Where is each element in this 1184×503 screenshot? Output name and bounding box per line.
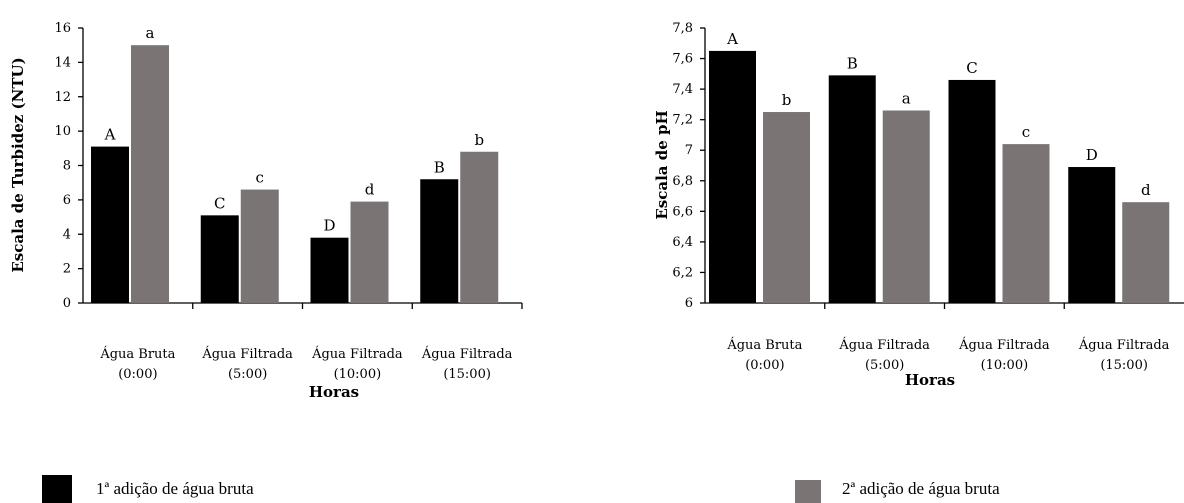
bar-series-2 (763, 112, 810, 304)
bar-series-2 (240, 189, 279, 303)
bar-series-1 (709, 50, 756, 303)
x-category-sublabel: (5:00) (865, 358, 904, 373)
turbidity-chart: 0 2 4 6 8 10 12 14 16 Aa Água Bruta (0:00) Cc Água Fi… (9, 21, 523, 401)
bar-series-2 (460, 151, 499, 303)
y-tick-label: 2 (63, 262, 71, 277)
bar-data-label: C (214, 194, 225, 212)
y-tick-label: 6,4 (672, 235, 693, 250)
x-category-label: Água Filtrada (201, 346, 293, 362)
x-category-label: Água Filtrada (421, 346, 513, 362)
bar-series-1 (828, 75, 876, 303)
y-tick-label: 4 (63, 227, 71, 242)
y-tick-label: 8 (63, 159, 71, 174)
bar-series-1 (1068, 167, 1116, 303)
bar-series-2 (1002, 144, 1050, 303)
bar-series-1 (91, 146, 129, 303)
x-category-label: Água Filtrada (311, 346, 403, 362)
x-category-sublabel: (15:00) (443, 367, 491, 382)
bar-data-label: A (104, 126, 116, 144)
bar-series-2 (131, 45, 169, 303)
x-category-label: Água Filtrada (958, 337, 1050, 353)
bar-series-2 (350, 201, 389, 303)
bar-data-label: B (434, 158, 445, 176)
y-tick-label: 7 (685, 143, 693, 158)
ph-chart: 6 6,2 6,4 6,6 6,8 7 7,2 7,4 7,6 7,8 Ab Água Bruta (0… (653, 21, 1184, 389)
legend: 1ª adição de água bruta 2ª adição de águ… (42, 475, 1000, 503)
x-category-label: Água Filtrada (1078, 337, 1170, 353)
bar-data-label: b (782, 91, 792, 109)
x-category-sublabel: (0:00) (745, 358, 784, 373)
x-category-sublabel: (0:00) (118, 367, 157, 382)
bar-data-label: a (902, 90, 911, 108)
bar-series-1 (948, 79, 996, 303)
bar-data-label: D (1086, 146, 1098, 164)
bar-data-label: B (847, 54, 858, 72)
x-category-sublabel: (10:00) (981, 358, 1029, 373)
bar-data-label: C (966, 59, 977, 77)
bar-data-label: b (474, 131, 484, 149)
y-tick-label: 6 (685, 296, 693, 311)
y-tick-label: 6,2 (672, 265, 693, 280)
bar-data-label: D (323, 217, 335, 235)
y-tick-label: 7,8 (672, 21, 693, 36)
legend-label-series-2: 2ª adição de água bruta (842, 479, 1000, 498)
bar-data-label: d (1141, 181, 1151, 199)
y-tick-label: 7,6 (672, 52, 693, 67)
x-axis-title: Horas (905, 371, 955, 389)
x-category-sublabel: (5:00) (228, 367, 267, 382)
y-tick-label: 6 (63, 193, 71, 208)
x-axis-title: Horas (309, 383, 359, 401)
legend-swatch-series-2 (795, 480, 821, 503)
y-tick-label: 7,4 (672, 82, 693, 97)
x-category-label: Água Bruta (726, 337, 802, 353)
bar-series-2 (882, 110, 930, 303)
y-tick-label: 16 (54, 21, 71, 36)
bar-series-1 (310, 237, 349, 303)
y-tick-label: 12 (54, 90, 71, 105)
bar-data-label: c (1022, 123, 1030, 141)
y-tick-label: 14 (54, 55, 71, 70)
y-axis-title: Escala de pH (653, 110, 671, 219)
y-tick-label: 7,2 (672, 113, 693, 128)
bar-series-1 (200, 215, 239, 303)
x-category-label: Água Bruta (99, 346, 175, 362)
bar-data-label: A (726, 30, 738, 48)
legend-swatch-series-1 (42, 475, 72, 503)
bar-series-2 (1122, 202, 1170, 303)
y-axis-title: Escala de Turbidez (NTU) (9, 57, 27, 272)
y-tick-label: 6,6 (672, 204, 693, 219)
bar-data-label: d (365, 181, 375, 199)
x-category-sublabel: (15:00) (1100, 358, 1148, 373)
bar-series-1 (420, 179, 459, 303)
y-tick-label: 6,8 (672, 174, 693, 189)
y-tick-label: 0 (63, 296, 71, 311)
x-category-sublabel: (10:00) (334, 367, 382, 382)
bar-data-label: a (146, 24, 155, 42)
legend-label-series-1: 1ª adição de água bruta (96, 479, 254, 498)
y-tick-label: 10 (54, 124, 71, 139)
bar-data-label: c (256, 169, 264, 187)
x-category-label: Água Filtrada (838, 337, 930, 353)
